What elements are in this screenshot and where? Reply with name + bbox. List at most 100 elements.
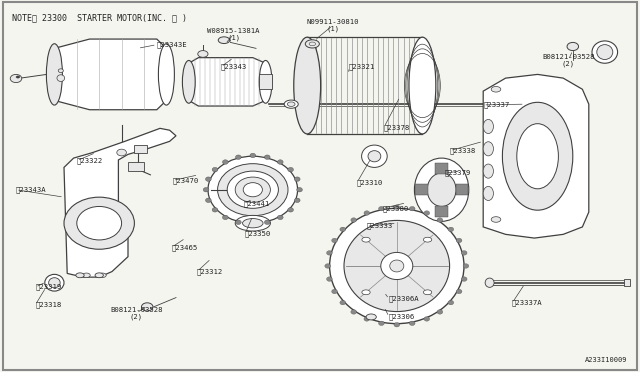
Ellipse shape: [351, 218, 356, 222]
Text: ※23465: ※23465: [172, 244, 198, 251]
Ellipse shape: [58, 69, 63, 73]
Ellipse shape: [236, 220, 241, 224]
Ellipse shape: [250, 222, 256, 226]
Ellipse shape: [294, 198, 300, 202]
Ellipse shape: [205, 198, 211, 202]
Ellipse shape: [204, 187, 209, 192]
Polygon shape: [483, 74, 589, 238]
Ellipse shape: [77, 206, 122, 240]
Ellipse shape: [517, 124, 558, 189]
Ellipse shape: [141, 303, 153, 311]
Ellipse shape: [305, 40, 319, 48]
Ellipse shape: [344, 220, 450, 312]
Text: ※23343A: ※23343A: [16, 186, 47, 193]
Ellipse shape: [362, 290, 370, 295]
Ellipse shape: [198, 51, 208, 57]
Ellipse shape: [567, 42, 579, 51]
Ellipse shape: [236, 177, 271, 202]
Ellipse shape: [332, 289, 337, 294]
Ellipse shape: [294, 177, 300, 182]
Ellipse shape: [461, 277, 467, 281]
Ellipse shape: [448, 227, 454, 231]
Text: ※23380: ※23380: [383, 205, 409, 212]
Ellipse shape: [364, 211, 370, 215]
Ellipse shape: [250, 153, 256, 158]
Ellipse shape: [264, 155, 270, 160]
Ellipse shape: [483, 164, 493, 178]
Polygon shape: [624, 279, 630, 286]
Ellipse shape: [297, 187, 303, 192]
Text: NOTE、 23300  STARTER MOTOR(INC. ※ ): NOTE、 23300 STARTER MOTOR(INC. ※ ): [12, 14, 186, 23]
Ellipse shape: [284, 100, 298, 108]
Text: ※23379: ※23379: [445, 170, 471, 176]
Ellipse shape: [99, 273, 106, 278]
Ellipse shape: [223, 215, 228, 219]
Polygon shape: [128, 162, 144, 171]
Ellipse shape: [351, 310, 356, 314]
Ellipse shape: [76, 273, 84, 278]
Ellipse shape: [326, 251, 332, 255]
Ellipse shape: [368, 151, 381, 162]
Text: ※23350: ※23350: [245, 230, 271, 237]
Ellipse shape: [448, 301, 454, 305]
Ellipse shape: [483, 142, 493, 156]
Ellipse shape: [49, 278, 60, 288]
Ellipse shape: [362, 237, 370, 242]
Text: ※23378: ※23378: [384, 124, 410, 131]
Ellipse shape: [340, 227, 346, 231]
Ellipse shape: [332, 238, 337, 243]
Ellipse shape: [362, 145, 387, 167]
Ellipse shape: [456, 289, 462, 294]
Ellipse shape: [502, 102, 573, 210]
Ellipse shape: [463, 264, 468, 268]
Ellipse shape: [288, 167, 294, 172]
Ellipse shape: [437, 310, 443, 314]
Text: ※23310: ※23310: [357, 179, 383, 186]
Text: ※23337A: ※23337A: [512, 300, 543, 307]
Ellipse shape: [10, 74, 22, 83]
Ellipse shape: [288, 208, 294, 212]
Ellipse shape: [243, 218, 263, 228]
Ellipse shape: [208, 156, 298, 223]
Text: ※23338: ※23338: [450, 147, 476, 154]
Text: B08121-03528
(2): B08121-03528 (2): [110, 307, 163, 320]
Ellipse shape: [437, 218, 443, 222]
Text: ※23322: ※23322: [77, 157, 103, 164]
Polygon shape: [259, 74, 272, 89]
Text: ※23319: ※23319: [35, 284, 61, 291]
Ellipse shape: [394, 323, 400, 327]
Ellipse shape: [456, 238, 462, 243]
Ellipse shape: [47, 44, 63, 105]
Ellipse shape: [424, 211, 429, 215]
Ellipse shape: [424, 317, 429, 321]
Ellipse shape: [259, 60, 272, 103]
Ellipse shape: [158, 44, 174, 105]
Ellipse shape: [381, 252, 413, 280]
Polygon shape: [415, 184, 428, 195]
Ellipse shape: [424, 237, 432, 242]
Ellipse shape: [410, 321, 415, 326]
Polygon shape: [456, 184, 468, 195]
Ellipse shape: [409, 37, 436, 134]
Text: ※23337: ※23337: [483, 102, 509, 108]
Ellipse shape: [227, 171, 278, 208]
Text: B08121-03528
(2): B08121-03528 (2): [542, 54, 595, 67]
Polygon shape: [435, 206, 448, 217]
Ellipse shape: [483, 186, 493, 201]
Ellipse shape: [223, 160, 228, 164]
Ellipse shape: [182, 60, 195, 103]
Ellipse shape: [428, 173, 456, 206]
Ellipse shape: [45, 275, 64, 291]
Ellipse shape: [485, 278, 494, 287]
Ellipse shape: [218, 164, 288, 216]
Text: W08915-1381A
(1): W08915-1381A (1): [207, 28, 260, 41]
Ellipse shape: [492, 86, 501, 92]
Text: N09911-30810
(1): N09911-30810 (1): [307, 19, 359, 32]
Ellipse shape: [212, 208, 218, 212]
Ellipse shape: [205, 177, 211, 182]
Ellipse shape: [492, 217, 501, 222]
Polygon shape: [64, 128, 176, 277]
Text: ※23343: ※23343: [221, 64, 247, 70]
Ellipse shape: [483, 119, 493, 134]
Ellipse shape: [116, 149, 127, 156]
